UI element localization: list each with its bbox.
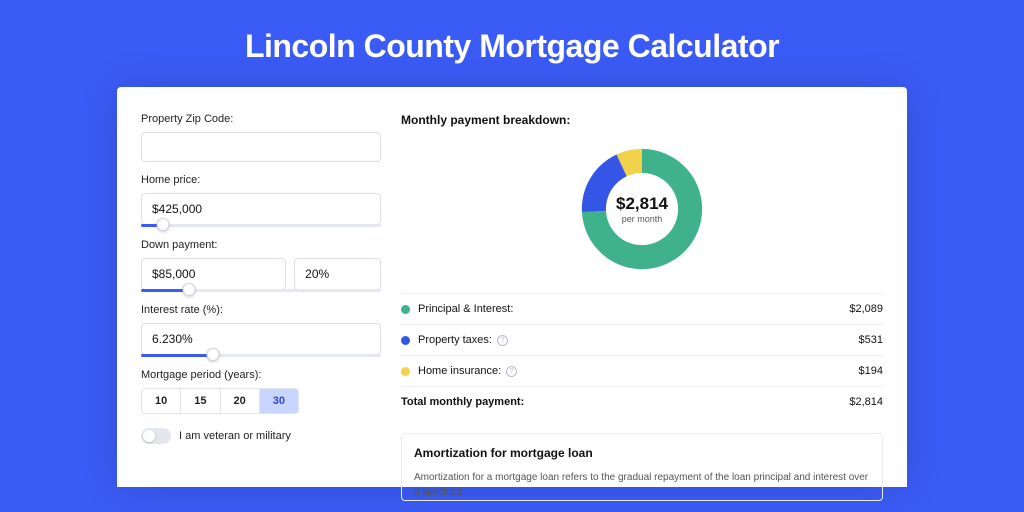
mortgage-period-label: Mortgage period (years): bbox=[141, 369, 381, 381]
veteran-label: I am veteran or military bbox=[179, 430, 291, 442]
legend-dot bbox=[401, 305, 410, 314]
breakdown-label: Principal & Interest: bbox=[418, 303, 849, 315]
donut-sub: per month bbox=[616, 214, 668, 224]
home-price-slider[interactable] bbox=[141, 224, 381, 227]
toggle-knob bbox=[143, 430, 155, 442]
breakdown-value: $531 bbox=[859, 334, 883, 346]
info-icon[interactable]: ? bbox=[497, 335, 508, 346]
breakdown-row: Property taxes:?$531 bbox=[401, 324, 883, 355]
zip-label: Property Zip Code: bbox=[141, 113, 381, 125]
zip-field: Property Zip Code: bbox=[141, 113, 381, 162]
donut-chart: $2,814 per month bbox=[401, 139, 883, 281]
period-button-10[interactable]: 10 bbox=[141, 388, 181, 414]
mortgage-period-buttons: 10152030 bbox=[141, 388, 381, 414]
info-icon[interactable]: ? bbox=[506, 366, 517, 377]
period-button-30[interactable]: 30 bbox=[260, 388, 299, 414]
home-price-input[interactable] bbox=[141, 193, 381, 225]
page-title: Lincoln County Mortgage Calculator bbox=[0, 0, 1024, 87]
amortization-text: Amortization for a mortgage loan refers … bbox=[414, 470, 870, 500]
zip-input[interactable] bbox=[141, 132, 381, 162]
breakdown-value: $2,089 bbox=[849, 303, 883, 315]
breakdown-row: Home insurance:?$194 bbox=[401, 355, 883, 386]
donut-center: $2,814 per month bbox=[616, 194, 668, 224]
legend-dot bbox=[401, 367, 410, 376]
calculator-card: Property Zip Code: Home price: Down paym… bbox=[117, 87, 907, 487]
down-payment-field: Down payment: bbox=[141, 239, 381, 292]
interest-rate-slider[interactable] bbox=[141, 354, 381, 357]
breakdown-label: Property taxes:? bbox=[418, 334, 859, 346]
donut-amount: $2,814 bbox=[616, 194, 668, 214]
down-payment-slider[interactable] bbox=[141, 289, 381, 292]
down-payment-label: Down payment: bbox=[141, 239, 381, 251]
breakdown-value: $194 bbox=[859, 365, 883, 377]
total-label: Total monthly payment: bbox=[401, 396, 849, 408]
period-button-15[interactable]: 15 bbox=[181, 388, 220, 414]
interest-rate-input[interactable] bbox=[141, 323, 381, 355]
breakdown-list: Principal & Interest:$2,089Property taxe… bbox=[401, 293, 883, 417]
home-price-field: Home price: bbox=[141, 174, 381, 227]
breakdown-total-row: Total monthly payment:$2,814 bbox=[401, 386, 883, 417]
breakdown-row: Principal & Interest:$2,089 bbox=[401, 293, 883, 324]
slider-knob[interactable] bbox=[156, 218, 169, 231]
breakdown-column: Monthly payment breakdown: $2,814 per mo… bbox=[401, 113, 883, 487]
down-payment-percent-input[interactable] bbox=[294, 258, 381, 290]
amortization-section: Amortization for mortgage loan Amortizat… bbox=[401, 433, 883, 501]
amortization-title: Amortization for mortgage loan bbox=[414, 446, 870, 460]
slider-knob[interactable] bbox=[207, 348, 220, 361]
total-value: $2,814 bbox=[849, 396, 883, 408]
interest-rate-field: Interest rate (%): bbox=[141, 304, 381, 357]
breakdown-label: Home insurance:? bbox=[418, 365, 859, 377]
home-price-label: Home price: bbox=[141, 174, 381, 186]
mortgage-period-field: Mortgage period (years): 10152030 bbox=[141, 369, 381, 414]
veteran-toggle[interactable] bbox=[141, 428, 171, 444]
down-payment-amount-input[interactable] bbox=[141, 258, 286, 290]
veteran-row: I am veteran or military bbox=[141, 428, 381, 444]
inputs-column: Property Zip Code: Home price: Down paym… bbox=[141, 113, 381, 487]
legend-dot bbox=[401, 336, 410, 345]
interest-rate-label: Interest rate (%): bbox=[141, 304, 381, 316]
slider-knob[interactable] bbox=[183, 283, 196, 296]
breakdown-title: Monthly payment breakdown: bbox=[401, 113, 883, 127]
period-button-20[interactable]: 20 bbox=[221, 388, 260, 414]
